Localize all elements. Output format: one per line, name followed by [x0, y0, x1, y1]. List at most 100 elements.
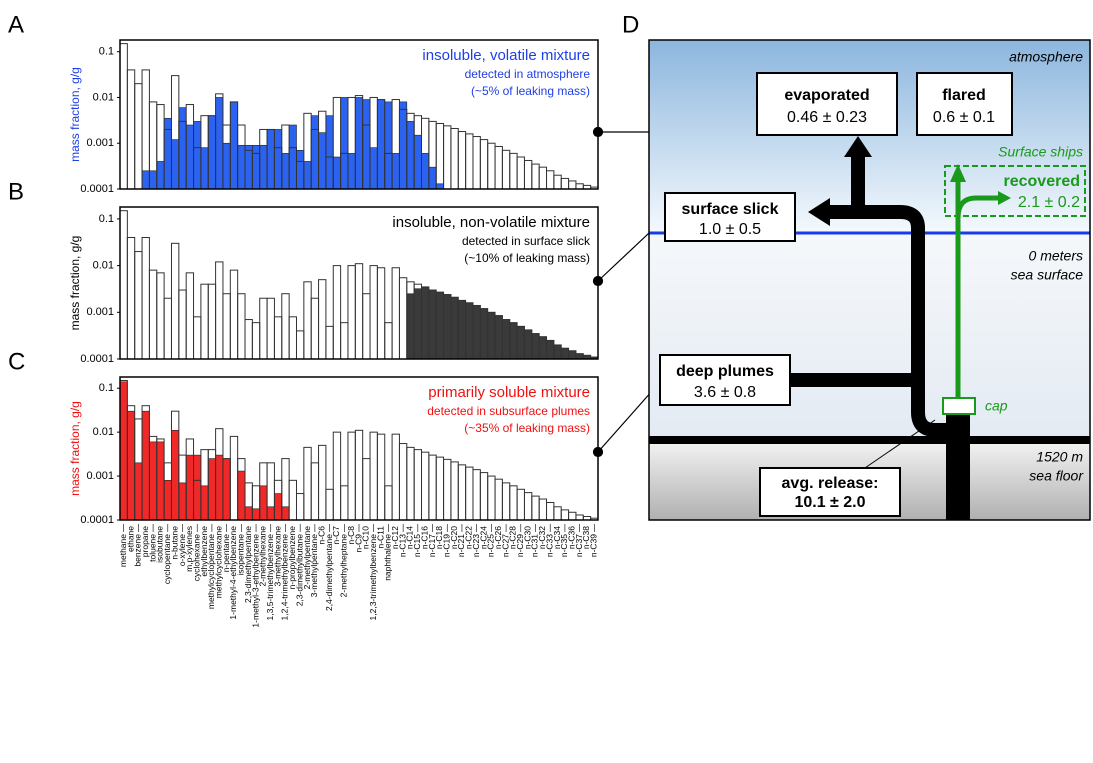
outline-bar [406, 446, 415, 521]
bar [149, 441, 158, 521]
outline-bar [553, 506, 562, 521]
bar [502, 319, 511, 360]
annotation: primarily soluble mixture [428, 384, 590, 401]
bar [207, 115, 216, 190]
x-tick-label: n-C15 [412, 534, 422, 557]
outline-bar [501, 482, 511, 521]
outline-bar [435, 456, 445, 521]
bar [119, 381, 128, 521]
outline-bar [523, 492, 533, 521]
bar [244, 145, 253, 190]
outline-bar [340, 322, 349, 360]
x-tick-label: n-butane [169, 526, 179, 560]
y-axis-label: mass fraction, g/g [68, 236, 82, 331]
annotation: (~5% of leaking mass) [471, 84, 590, 98]
connector-dot [592, 275, 604, 287]
y-axis-label: mass fraction, g/g [68, 401, 82, 496]
x-tick-label: n-C28 [508, 526, 518, 549]
x-tick-label: 2-methylheptane [339, 534, 349, 598]
bar [185, 124, 194, 190]
bar [391, 153, 400, 190]
bar [406, 121, 415, 190]
outline-bar [244, 319, 253, 360]
bar [237, 145, 246, 190]
bar [457, 300, 466, 360]
box [916, 72, 1013, 136]
annotation: (~10% of leaking mass) [464, 251, 590, 265]
outline-bar [354, 429, 364, 521]
bar [494, 315, 503, 360]
x-tick-label: isopentane [236, 534, 246, 576]
arrowhead [998, 191, 1011, 205]
outline-bar [222, 293, 231, 360]
bar [252, 508, 261, 521]
box-value: 0.6 ± 0.1 [933, 109, 995, 126]
bar [230, 101, 238, 190]
bar [347, 153, 356, 190]
box-title: avg. release: [782, 475, 879, 492]
x-tick-label: n-C21 [456, 534, 466, 557]
outline-bar [435, 122, 445, 190]
x-tick-label: benzene [133, 534, 143, 567]
outline-bar [384, 322, 393, 360]
x-tick-label: n-C26 [493, 526, 503, 549]
outline-bar [119, 43, 128, 190]
bar [244, 506, 253, 521]
x-tick-label: 3-methylpentane [309, 534, 319, 598]
bar [222, 142, 231, 190]
outline-bar [398, 443, 408, 521]
x-tick-label: ethane [125, 526, 135, 552]
arrowhead [808, 198, 830, 226]
box-title: surface slick [682, 201, 779, 218]
bar [141, 170, 150, 190]
bar [406, 293, 415, 360]
x-tick-label: n-C22 [464, 526, 474, 549]
x-tick-label: cyclohexane [191, 534, 201, 582]
annotation: detected in subsurface plumes [427, 404, 590, 418]
bar [141, 410, 150, 521]
x-tick-label: n-C11 [375, 526, 385, 549]
outline-bar [170, 242, 180, 360]
x-tick-label: n-C36 [567, 526, 577, 549]
bar [325, 115, 334, 190]
bar [281, 153, 290, 190]
outline-bar [457, 464, 467, 521]
outline-bar [281, 293, 290, 360]
outline-bar [134, 83, 143, 190]
outline-bar [472, 469, 481, 521]
outline-bar [479, 139, 489, 190]
x-tick-label: n-propylbenzene [287, 526, 297, 590]
y-axis-label: mass fraction, g/g [68, 67, 82, 162]
outline-bar [156, 272, 165, 360]
panel-letter: A [8, 11, 24, 38]
outline-bar [119, 210, 128, 360]
x-tick-label: toluene [147, 534, 157, 562]
outline-bar [376, 267, 386, 360]
outline-bar [318, 444, 327, 521]
x-tick-label: n-C12 [390, 526, 400, 549]
outline-bar [575, 183, 584, 190]
panel-d: D cap atmosphere Surface ships recovered… [622, 11, 1091, 521]
outline-bar [163, 297, 172, 360]
outline-bar [568, 180, 577, 190]
arrowhead [950, 164, 966, 182]
outline-bar [494, 145, 503, 190]
outline-bar [310, 297, 320, 360]
panel-letter: D [622, 11, 639, 38]
flow-arrow [828, 205, 958, 437]
outline-bar [465, 133, 474, 190]
x-tick-label: n-C20 [449, 526, 459, 549]
outline-bar [259, 297, 268, 360]
x-tick-label: n-C35 [559, 534, 569, 557]
outline-bar [229, 435, 239, 521]
bar [149, 170, 158, 190]
x-tick-label: propane [140, 526, 150, 557]
bar [538, 336, 547, 360]
outline-bar [215, 261, 224, 360]
annotation: (~35% of leaking mass) [464, 421, 590, 435]
box [756, 72, 898, 136]
bar [266, 506, 275, 521]
cap-label: cap [985, 398, 1008, 414]
x-tick-label: 1-methyl-4-ethylbenzene [228, 526, 238, 620]
